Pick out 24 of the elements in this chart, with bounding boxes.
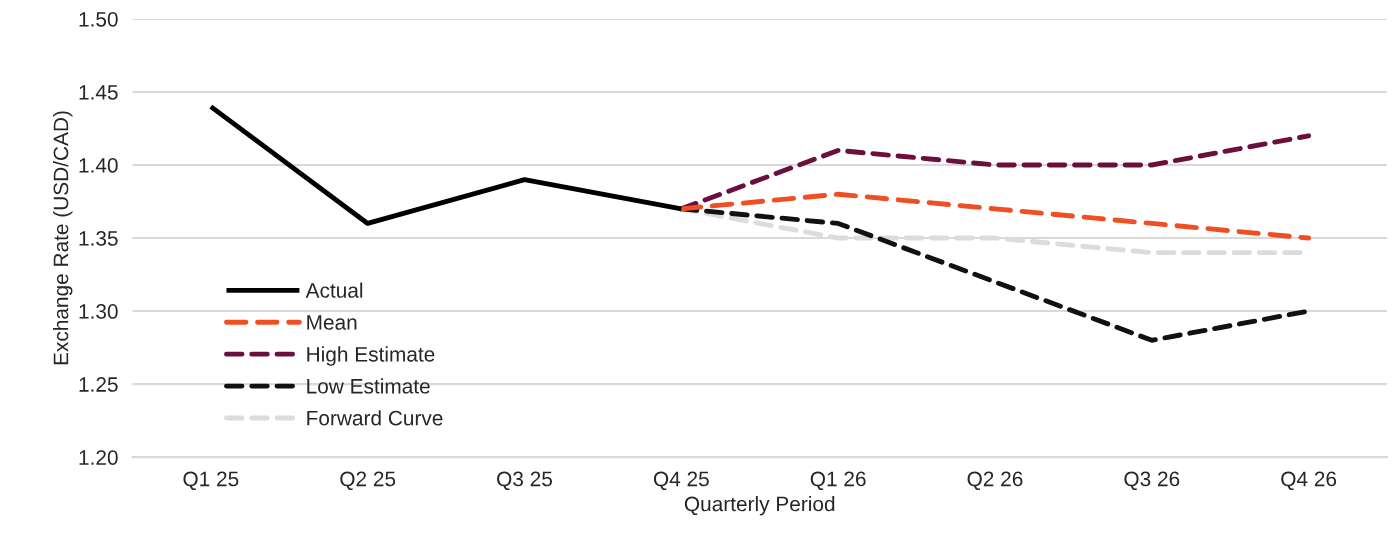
x-tick-label: Q4 26	[1281, 471, 1337, 491]
x-tick-label: Q1 26	[810, 471, 866, 491]
x-tick-label: Q2 26	[967, 471, 1023, 491]
y-tick-label: 1.45	[79, 85, 118, 100]
line-series	[678, 191, 1312, 241]
y-axis-title: Exchange Rate (USD/CAD)	[53, 111, 73, 365]
y-tick-label: 1.25	[79, 377, 118, 392]
y-tick-label: 1.35	[79, 231, 118, 246]
y-tick-label: 1.30	[79, 304, 118, 319]
legend-label: Mean	[307, 315, 357, 330]
legend-label: Low Estimate	[307, 378, 430, 394]
x-tick-label: Q3 26	[1124, 471, 1180, 491]
y-tick-label: 1.40	[79, 158, 118, 173]
legend-label: Actual	[305, 282, 363, 298]
x-tick-label: Q3 25	[497, 471, 552, 491]
y-tick-label: 1.50	[79, 11, 118, 27]
x-tick-label: Q2 25	[340, 471, 396, 491]
x-axis-title: Quarterly Period	[684, 496, 835, 516]
line-series	[208, 104, 684, 226]
x-tick-label: Q4 25	[653, 471, 709, 491]
legend-label: High Estimate	[307, 346, 435, 366]
y-tick-label: 1.20	[79, 450, 118, 465]
legend-label: Forward Curve	[307, 410, 443, 426]
x-tick-label: Q1 25	[183, 471, 239, 491]
